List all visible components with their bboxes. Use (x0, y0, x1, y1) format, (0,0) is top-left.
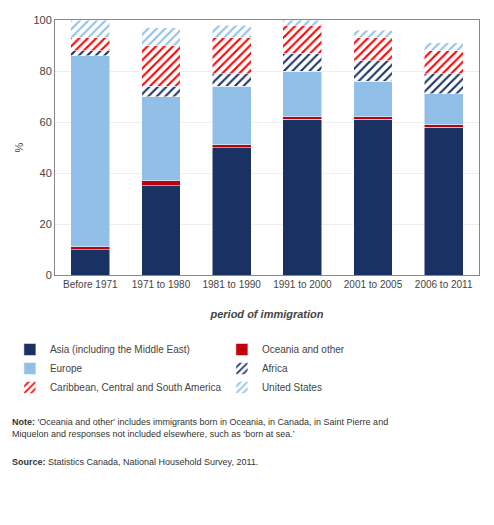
svg-text:80: 80 (40, 65, 52, 77)
svg-text:Caribbean, Central and South A: Caribbean, Central and South America (50, 382, 222, 393)
svg-text:Asia (including the Middle Eas: Asia (including the Middle East) (50, 344, 190, 355)
svg-text:60: 60 (40, 116, 52, 128)
svg-text:1991 to 2000: 1991 to 2000 (273, 279, 332, 290)
svg-text:0: 0 (46, 269, 52, 281)
svg-text:Oceania and other: Oceania and other (262, 344, 345, 355)
svg-text:Before 1971: Before 1971 (63, 279, 118, 290)
svg-text:2006 to 2011: 2006 to 2011 (415, 279, 473, 290)
svg-text:40: 40 (40, 167, 52, 179)
svg-text:2001 to 2005: 2001 to 2005 (344, 279, 403, 290)
svg-text:United States: United States (262, 382, 322, 393)
svg-text:100: 100 (33, 14, 51, 26)
svg-text:Note: 'Oceania and other' incl: Note: 'Oceania and other' includes immig… (12, 417, 388, 439)
svg-text:20: 20 (40, 218, 52, 230)
svg-text:period of immigration: period of immigration (209, 308, 323, 320)
svg-text:1981 to 1990: 1981 to 1990 (202, 279, 261, 290)
svg-text:Source: Statistics Canada, Nat: Source: Statistics Canada, National Hous… (12, 457, 258, 467)
svg-text:Europe: Europe (50, 363, 83, 374)
svg-text:Africa: Africa (262, 363, 288, 374)
svg-text:1971 to 1980: 1971 to 1980 (132, 279, 191, 290)
svg-text:%: % (13, 142, 25, 152)
